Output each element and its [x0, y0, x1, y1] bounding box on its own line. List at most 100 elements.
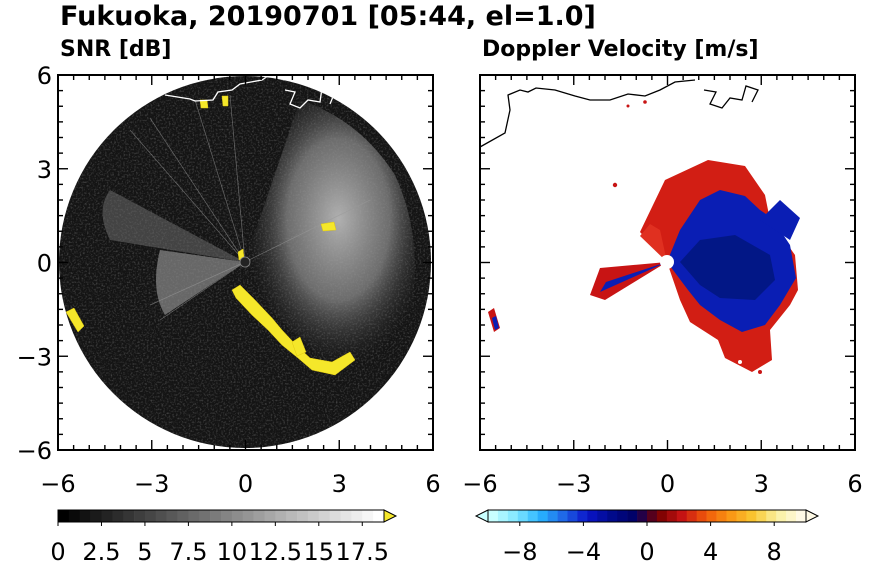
doppler-echo-navy: [680, 235, 775, 300]
snr-colorbar-cell: [340, 510, 352, 522]
snr-y-tick-label: 0: [37, 250, 52, 278]
doppler-echo-w-sector-blue: [600, 262, 667, 292]
snr-panel: −6 −3 0 3 6 6 3 0 −3 −6: [17, 62, 441, 498]
figure-title: Fukuoka, 20190701 [05:44, el=1.0]: [60, 1, 596, 32]
doppler-colorbar-cell: [507, 510, 519, 522]
snr-radar-center: [239, 256, 251, 268]
doppler-colorbar: −8 −4 0 4 8: [474, 509, 820, 566]
snr-colorbar-cell: [362, 510, 374, 522]
snr-colorbar-cell: [373, 510, 385, 522]
doppler-colorbar-cell: [726, 510, 737, 522]
snr-colorbar: 0 2.5 5 7.5 10 12.5 15 17.5: [50, 509, 398, 566]
snr-colorbar-cell: [123, 510, 135, 522]
doppler-colorbar-label: 4: [703, 538, 718, 566]
doppler-colorbar-cell: [736, 510, 747, 522]
doppler-colorbar-cell: [607, 510, 618, 522]
snr-colorbar-cell: [351, 510, 363, 522]
doppler-colorbar-cell: [537, 510, 548, 522]
snr-y-tick-label: 3: [37, 156, 52, 184]
doppler-x-tick-label: 6: [847, 470, 862, 498]
doppler-x-tick-label: −6: [462, 470, 497, 498]
snr-colorbar-cell: [253, 510, 265, 522]
doppler-panel: −6 −3 0 3 6: [462, 74, 863, 498]
snr-colorbar-label: 5: [137, 538, 152, 566]
snr-colorbar-label: 15: [304, 538, 335, 566]
doppler-colorbar-extend-low: [474, 509, 489, 523]
doppler-echo-w-sector: [590, 262, 667, 300]
doppler-echo-sw-clutter-blue: [492, 316, 499, 330]
doppler-colorbar-cell: [587, 510, 598, 522]
doppler-colorbar-cell: [557, 510, 568, 522]
doppler-colorbar-cell: [527, 510, 538, 522]
snr-colorbar-cell: [134, 510, 146, 522]
doppler-colorbar-cell: [676, 510, 688, 522]
doppler-colorbar-cell: [706, 510, 717, 522]
doppler-colorbar-cell: [716, 510, 727, 522]
doppler-colorbar-cell: [746, 510, 757, 522]
snr-colorbar-cell: [297, 510, 309, 522]
snr-colorbar-cell: [155, 510, 167, 522]
snr-colorbar-cell: [318, 510, 330, 522]
doppler-colorbar-cell: [686, 510, 697, 522]
snr-y-tick-label: −3: [17, 343, 52, 371]
doppler-echo-ne-edge: [760, 200, 800, 240]
snr-colorbar-label: 7.5: [169, 538, 207, 566]
doppler-colorbar-label: −8: [502, 538, 537, 566]
doppler-colorbar-cell: [547, 510, 558, 522]
doppler-colorbar-cell: [577, 510, 588, 522]
snr-colorbar-cell: [210, 510, 222, 522]
doppler-x-tick-label: 0: [660, 470, 675, 498]
snr-x-tick-label: 3: [332, 470, 347, 498]
snr-panel-title: SNR [dB]: [60, 37, 171, 62]
snr-colorbar-cell: [329, 510, 341, 522]
doppler-colorbar-label: 0: [639, 538, 654, 566]
doppler-coastline: [479, 79, 759, 148]
snr-colorbar-cell: [307, 510, 320, 522]
snr-colorbar-frame: [57, 509, 385, 523]
snr-colorbar-cell: [221, 510, 233, 522]
snr-x-tick-label: 0: [238, 470, 253, 498]
snr-colorbar-cell: [188, 510, 200, 522]
snr-colorbar-label: 10: [217, 538, 248, 566]
doppler-panel-title: Doppler Velocity [m/s]: [482, 37, 759, 62]
snr-colorbar-cell: [264, 510, 276, 522]
doppler-colorbar-cell: [637, 510, 648, 522]
doppler-colorbar-cell: [786, 510, 797, 522]
snr-colorbar-cell: [112, 510, 124, 522]
snr-x-tick-label: 6: [425, 470, 440, 498]
doppler-colorbar-cell: [517, 510, 529, 522]
snr-colorbar-cell: [68, 510, 81, 522]
snr-y-tick-label: −6: [17, 437, 52, 465]
snr-colorbar-label: 0: [50, 538, 65, 566]
doppler-colorbar-cell: [796, 510, 807, 522]
doppler-echo: [488, 100, 800, 374]
snr-colorbar-cell: [58, 510, 70, 522]
snr-colorbar-cell: [286, 510, 298, 522]
snr-colorbar-label: 17.5: [336, 538, 389, 566]
snr-echo-region: [245, 100, 415, 365]
doppler-colorbar-cell: [656, 510, 668, 522]
snr-colorbar-cell: [242, 510, 254, 522]
doppler-colorbar-extend-high: [805, 509, 820, 523]
snr-colorbar-cell: [101, 510, 113, 522]
snr-colorbar-cell: [177, 510, 189, 522]
doppler-colorbar-cell: [488, 510, 499, 522]
doppler-colorbar-cell: [666, 510, 678, 522]
doppler-colorbar-cell: [766, 510, 777, 522]
doppler-colorbar-cell: [756, 510, 767, 522]
snr-x-tick-label: −6: [40, 470, 75, 498]
doppler-colorbar-label: 8: [767, 538, 782, 566]
snr-axes: −6 −3 0 3 6 6 3 0 −3 −6: [17, 62, 441, 498]
snr-colorbar-cell: [79, 510, 91, 522]
snr-colorbar-label: 2.5: [82, 538, 120, 566]
doppler-colorbar-cell: [617, 510, 628, 522]
snr-colorbar-cell: [275, 510, 287, 522]
doppler-colorbar-cell: [497, 510, 509, 522]
snr-y-tick-label: 6: [37, 62, 52, 90]
doppler-colorbar-cell: [696, 510, 707, 522]
snr-colorbar-label: 12.5: [249, 538, 302, 566]
snr-colorbar-cell: [144, 510, 157, 522]
doppler-colorbar-cell: [567, 510, 578, 522]
snr-high-snr-echo: [65, 95, 356, 376]
doppler-radar-center: [660, 255, 674, 269]
